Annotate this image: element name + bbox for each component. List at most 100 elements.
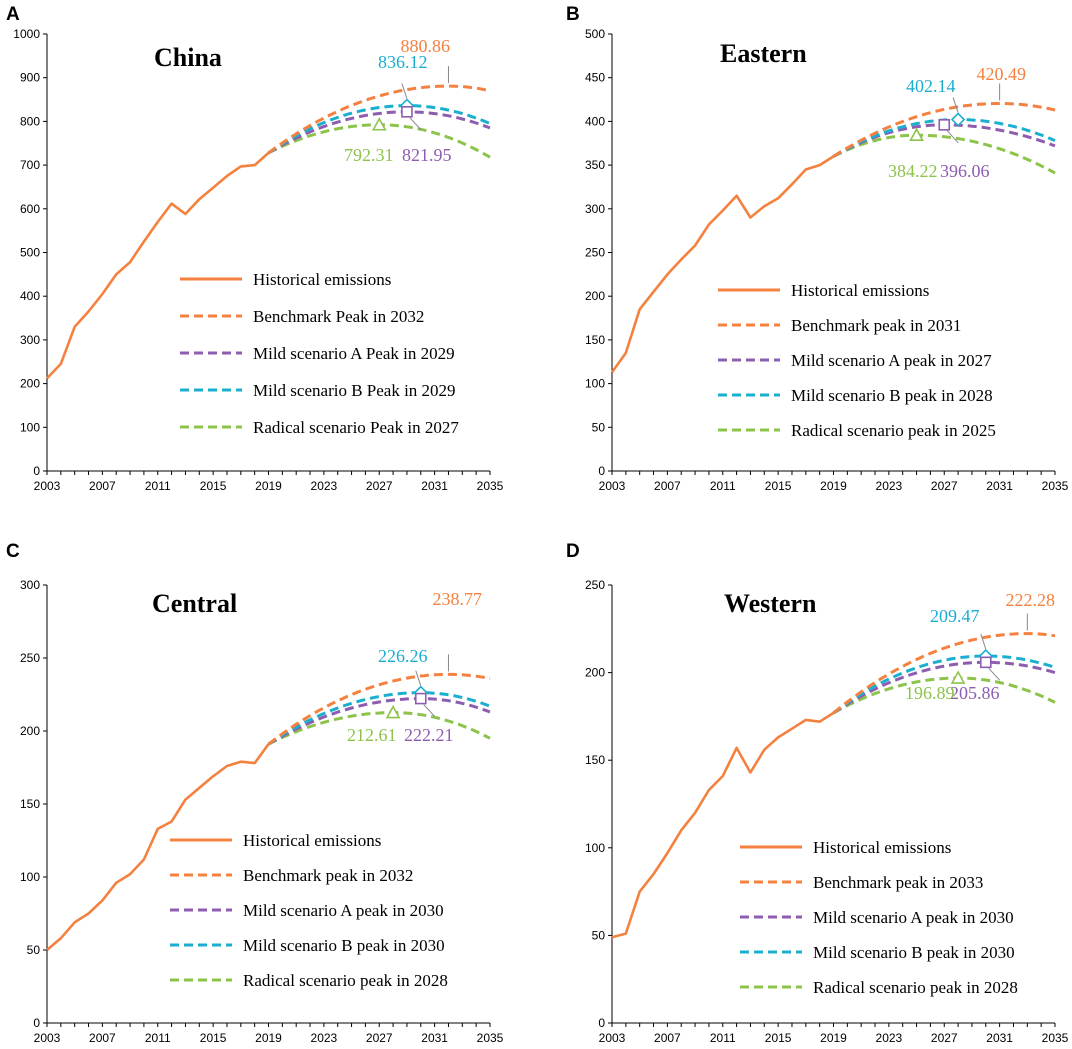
legend-label: Radical scenario peak in 2028 (813, 978, 1018, 997)
mild-b-peak-value: 226.26 (378, 646, 428, 666)
mild-a-peak-marker (414, 692, 427, 705)
mild-a-peak-leader (988, 667, 1001, 681)
legend-label: Mild scenario B peak in 2030 (813, 943, 1015, 962)
mild-b-peak-leader (401, 83, 408, 99)
legend-label: Mild scenario A peak in 2030 (243, 901, 444, 920)
y-tick-label: 300 (20, 333, 40, 347)
x-tick-label: 2023 (311, 479, 338, 493)
legend-label: Mild scenario B peak in 2030 (243, 936, 445, 955)
panel-title: Central (152, 589, 237, 618)
x-tick-label: 2019 (255, 1031, 282, 1045)
panel-d-western: D 0 50 100 150 200 250 2003 2007 2011 2015 2019 2023… (566, 541, 1069, 1045)
historical-emissions-line (610, 155, 835, 373)
radical-peak-marker (909, 127, 924, 141)
x-tick-label: 2011 (710, 1031, 736, 1045)
mild-a-peak-leader (409, 117, 422, 131)
benchmark-peak-value: 238.77 (433, 589, 483, 609)
mild-b-peak-leader (980, 633, 987, 650)
x-tick-label: 2031 (421, 1031, 448, 1045)
x-tick-label: 2011 (710, 479, 736, 493)
legend-label: Mild scenario A Peak in 2029 (253, 344, 455, 363)
legend-label: Mild scenario B Peak in 2029 (253, 381, 456, 400)
legend-label: Benchmark peak in 2033 (813, 873, 983, 892)
panel-title: Western (724, 589, 817, 618)
benchmark-scenario-line (832, 632, 1056, 715)
panel-letter: D (566, 541, 580, 562)
x-tick-label: 2031 (986, 479, 1013, 493)
radical-peak-marker (371, 117, 387, 131)
legend-label: Historical emissions (791, 281, 929, 300)
mild-a-peak-leader (423, 704, 436, 717)
legend-label: Radical scenario peak in 2025 (791, 421, 996, 440)
panel-letter: A (6, 4, 20, 25)
benchmark-peak-value: 420.49 (977, 64, 1027, 84)
y-tick-label: 50 (592, 420, 606, 434)
mild-a-scenario-line (267, 697, 491, 746)
x-tick-label: 2027 (366, 1031, 393, 1045)
y-tick-label: 500 (20, 246, 40, 260)
x-tick-label: 2015 (765, 1031, 792, 1045)
x-tick-label: 2027 (931, 479, 958, 493)
y-tick-label: 1000 (13, 27, 40, 41)
x-tick-label: 2015 (200, 1031, 227, 1045)
x-tick-label: 2007 (654, 1031, 681, 1045)
x-tick-label: 2015 (200, 479, 227, 493)
legend-label: Mild scenario B peak in 2028 (791, 386, 993, 405)
x-tick-label: 2019 (820, 479, 847, 493)
y-tick-label: 300 (585, 202, 605, 216)
historical-emissions-line (611, 711, 835, 939)
x-tick-label: 2035 (477, 479, 504, 493)
mild-b-peak-value: 209.47 (930, 606, 980, 626)
mild-b-scenario-line (267, 104, 491, 155)
mild-b-scenario-line (267, 691, 491, 746)
x-tick-label: 2031 (986, 1031, 1013, 1045)
y-tick-label: 250 (20, 651, 40, 665)
legend-label: Benchmark peak in 2031 (791, 316, 961, 335)
y-tick-label: 250 (585, 578, 605, 592)
mild-b-peak-value: 402.14 (906, 76, 956, 96)
panel-title: Eastern (720, 39, 807, 68)
mild-b-peak-value: 836.12 (378, 52, 428, 72)
radical-peak-value: 196.89 (905, 683, 955, 703)
y-tick-label: 0 (33, 1016, 40, 1030)
y-tick-label: 400 (20, 289, 40, 303)
x-tick-label: 2035 (1042, 1031, 1069, 1045)
x-tick-label: 2007 (89, 479, 116, 493)
mild-b-peak-leader (415, 670, 422, 686)
y-tick-label: 150 (20, 797, 40, 811)
panel-letter: B (566, 4, 580, 25)
benchmark-scenario-line (832, 102, 1056, 158)
x-tick-label: 2027 (366, 479, 393, 493)
y-tick-label: 600 (20, 202, 40, 216)
mild-a-peak-value: 396.06 (940, 161, 990, 181)
x-tick-label: 2027 (931, 1031, 958, 1045)
y-tick-label: 800 (20, 114, 40, 128)
x-tick-label: 2011 (145, 1031, 171, 1045)
legend-label: Mild scenario A peak in 2030 (813, 908, 1014, 927)
panel-c-central: C 0 50 100 150 200 250 300 2003 2007 2011 2015 2019 2… (6, 541, 504, 1045)
x-tick-label: 2015 (765, 479, 792, 493)
y-tick-label: 400 (585, 114, 605, 128)
radical-peak-value: 384.22 (888, 161, 938, 181)
mild-a-peak-marker (938, 119, 951, 131)
y-tick-label: 0 (598, 464, 605, 478)
x-tick-label: 2019 (255, 479, 282, 493)
y-tick-label: 100 (585, 841, 605, 855)
x-tick-label: 2003 (34, 1031, 61, 1045)
x-tick-label: 2003 (599, 479, 626, 493)
mild-a-peak-marker (979, 656, 992, 669)
x-tick-label: 2031 (421, 479, 448, 493)
radical-scenario-line (267, 711, 491, 746)
legend-label: Radical scenario Peak in 2027 (253, 418, 459, 437)
y-tick-label: 700 (20, 158, 40, 172)
y-tick-label: 250 (585, 246, 605, 260)
mild-a-peak-marker (401, 106, 413, 118)
panel-b-eastern: B 0 50 100 150 200 250 300 350 400 450 500 2003 2007 2… (566, 4, 1069, 493)
panel-letter: C (6, 541, 20, 562)
y-tick-label: 200 (20, 724, 40, 738)
radical-scenario-line (832, 133, 1056, 175)
legend-label: Benchmark Peak in 2032 (253, 307, 424, 326)
y-tick-label: 0 (598, 1016, 605, 1030)
radical-scenario-line (832, 676, 1056, 715)
